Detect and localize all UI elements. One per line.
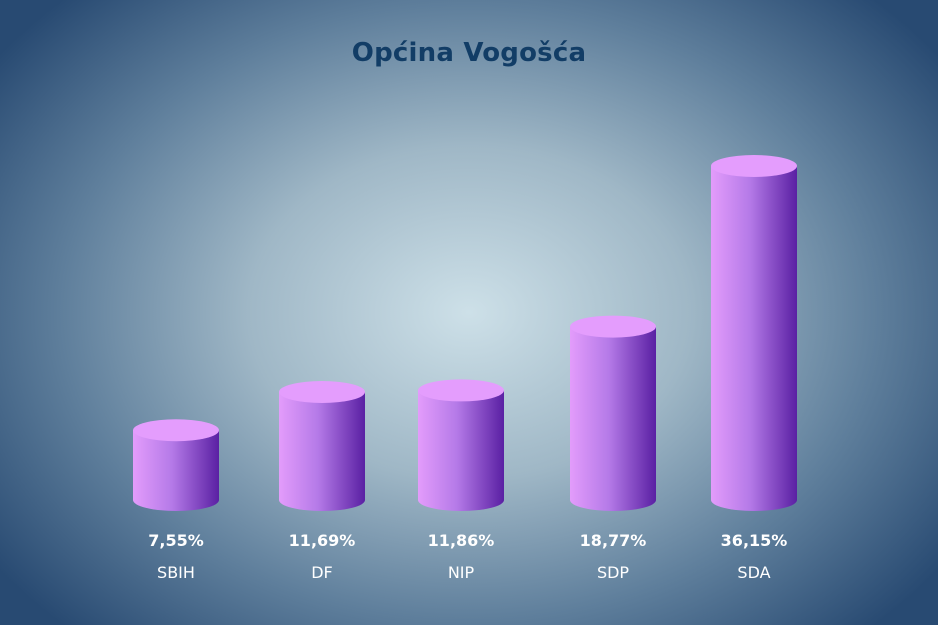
bar-top xyxy=(279,380,365,403)
bar-body xyxy=(279,391,365,511)
value-label: 7,55% xyxy=(148,531,204,550)
bar-nip xyxy=(418,379,504,511)
bar-df xyxy=(279,380,365,511)
bar-top xyxy=(570,315,656,338)
bar-top xyxy=(711,155,797,177)
bar-top xyxy=(133,419,219,442)
bar-body xyxy=(570,326,656,511)
bar-sdp xyxy=(570,315,656,511)
value-label: 11,86% xyxy=(428,531,495,550)
bar-body xyxy=(418,390,504,511)
category-label: SDP xyxy=(597,563,629,582)
bars-group xyxy=(133,155,797,511)
category-label: DF xyxy=(311,563,333,582)
value-label: 36,15% xyxy=(721,531,788,550)
bar-top xyxy=(418,379,504,402)
category-label: SBIH xyxy=(157,563,195,582)
value-label: 18,77% xyxy=(580,531,647,550)
chart-title: Općina Vogošća xyxy=(351,38,587,68)
labels-group: 7,55% SBIH 11,69% DF 11,86% NIP 18,77% SDP 36,15… xyxy=(148,531,787,582)
bar-body xyxy=(711,166,797,511)
bar-sda xyxy=(711,155,797,511)
bar-sbih xyxy=(133,419,219,511)
bar-body xyxy=(133,430,219,511)
category-label: SDA xyxy=(737,563,770,582)
category-label: NIP xyxy=(448,563,475,582)
value-label: 11,69% xyxy=(289,531,356,550)
